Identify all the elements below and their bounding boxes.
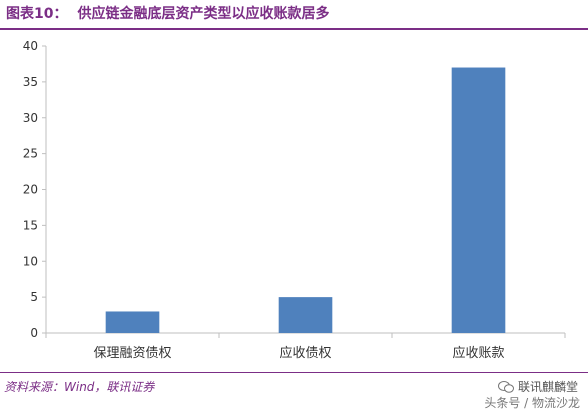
chart-title: 供应链金融底层资产类型以应收账款居多 (77, 6, 330, 22)
x-axis: 保理融资债权 应收债权 应收账款 (45, 332, 566, 361)
y-tick-label: 30 (23, 111, 38, 125)
chart-title-bar: 图表10： 供应链金融底层资产类型以应收账款居多 (6, 2, 329, 26)
wechat-icon (497, 380, 514, 393)
title-divider (0, 28, 588, 30)
bar (105, 311, 160, 333)
bars-group (105, 67, 506, 334)
x-tick-label: 应收债权 (279, 345, 331, 361)
y-axis: 0 5 10 15 20 25 30 35 40 (23, 39, 47, 340)
y-tick-label: 20 (23, 183, 38, 197)
bar (451, 67, 506, 334)
figure-label: 图表10： (6, 6, 68, 22)
x-tick-label: 保理融资债权 (93, 345, 171, 361)
y-tick-label: 5 (30, 290, 38, 304)
watermark-bottom: 头条号 / 物流沙龙 (484, 396, 580, 410)
watermark-top: 联讯麒麟堂 (497, 378, 578, 395)
source-note: 资料来源：Wind，联讯证券 (4, 380, 155, 394)
x-tick-label: 应收账款 (452, 345, 504, 361)
y-tick-label: 25 (23, 147, 38, 161)
y-tick-label: 0 (30, 326, 38, 340)
y-tick-label: 40 (23, 39, 38, 53)
y-tick-label: 10 (23, 254, 38, 268)
watermark-top-text: 联讯麒麟堂 (517, 380, 578, 394)
y-tick-label: 15 (23, 218, 38, 232)
y-tick-label: 35 (23, 75, 38, 89)
footer-divider (0, 372, 588, 373)
bar-chart: 0 5 10 15 20 25 30 35 40 保理融资债权 应收债权 应收账款 (23, 39, 566, 361)
bar (278, 297, 333, 333)
